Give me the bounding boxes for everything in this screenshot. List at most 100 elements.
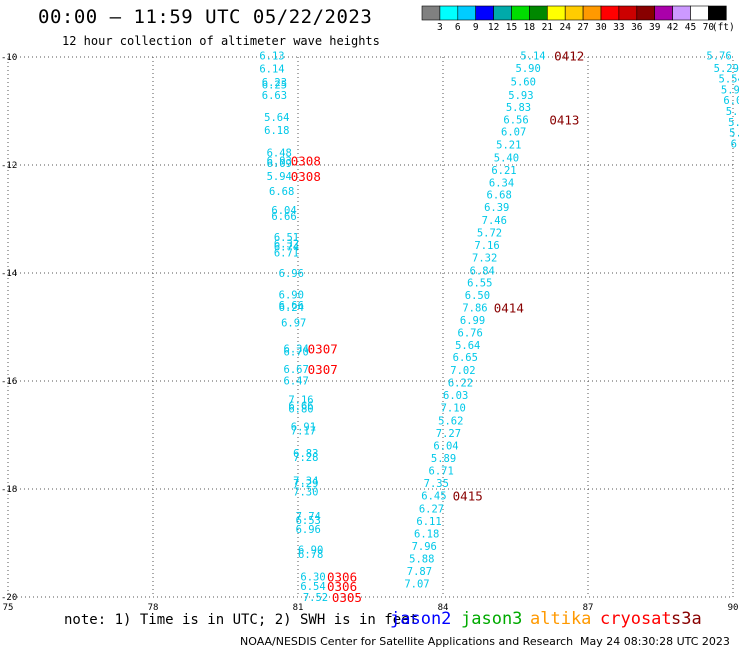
pass-number-label: 0308: [291, 169, 321, 184]
wave-height-label: 7.16: [288, 394, 313, 406]
wave-height-label: 6.90: [298, 544, 323, 556]
wave-height-label: 6.0: [723, 95, 740, 107]
wave-height-label: 6.45: [421, 490, 446, 502]
chart-subtitle: 12 hour collection of altimeter wave hei…: [62, 34, 380, 48]
wave-height-label: 6.18: [264, 125, 289, 137]
wave-height-label: 7.32: [472, 252, 497, 264]
colorbar-tick-label: 42: [667, 22, 678, 33]
colorbar-tick-label: 36: [631, 22, 643, 33]
wave-height-label: 6.50: [465, 290, 490, 302]
wave-height-label: 6.34: [284, 344, 309, 356]
wave-height-label: 6.96: [279, 268, 304, 280]
wave-height-label: 5.83: [506, 102, 531, 114]
pass-number-label: 0412: [554, 48, 584, 63]
wave-height-label: 5.54: [719, 74, 740, 86]
wave-height-label: 5.21: [496, 139, 521, 151]
pass-number-label: 0307: [308, 342, 338, 357]
wave-height-label: 6.66: [288, 400, 313, 412]
wave-height-label: 6.32: [274, 238, 299, 250]
x-tick-label: 78: [148, 603, 159, 612]
y-tick-label: -16: [1, 377, 17, 387]
wave-height-label: 6.47: [284, 375, 309, 387]
wave-height-label: 7.46: [482, 215, 507, 227]
wave-height-label: 6.23: [262, 77, 287, 89]
wave-height-label: 7.96: [412, 541, 437, 553]
wave-height-label: 6.70: [284, 346, 309, 358]
wave-height-label: 5.40: [494, 152, 519, 164]
wave-height-label: 6.76: [458, 327, 483, 339]
x-tick-label: 75: [3, 603, 14, 612]
pass-number-label: 0306: [327, 569, 357, 584]
colorbar-swatch: [708, 5, 727, 21]
wave-height-label: 6.09: [267, 158, 292, 170]
color-legend: 3 6 9 12 15 18 21 24 27 30 33 36 39 42 45 70(ft): [421, 5, 735, 33]
wave-height-label: 5.29: [714, 63, 739, 75]
chart-title: 00:00 — 11:59 UTC 05/22/2023: [38, 6, 373, 28]
wave-height-label: 7.34: [293, 475, 318, 487]
y-tick-label: -18: [1, 485, 17, 495]
legend-jason2: jason2: [390, 609, 452, 629]
y-tick-label: -12: [1, 161, 17, 171]
colorbar-unit: (ft): [712, 22, 735, 33]
wave-height-label: 6.66: [279, 300, 304, 312]
wave-height-label: 6.66: [271, 211, 296, 223]
wave-height-label: 6.80: [288, 404, 313, 416]
wave-height-label: 6.68: [269, 186, 294, 198]
colorbar-tick-label: 3: [437, 22, 443, 33]
pass-number-label: 0307: [308, 362, 338, 377]
wave-height-label: 6.93: [267, 156, 292, 168]
wave-height-label: 6.67: [284, 364, 309, 376]
wave-height-label: 6.18: [414, 528, 439, 540]
wave-height-label: 6.04: [271, 205, 296, 217]
wave-height-label: 6.71: [274, 247, 299, 259]
wave-height-label: 5.2: [728, 117, 740, 129]
wave-height-label: 5.90: [721, 84, 740, 96]
colorbar-tick-label: 18: [524, 22, 536, 33]
pass-number-label: 0414: [494, 301, 524, 316]
x-tick-label: 81: [293, 603, 304, 612]
wave-height-label: 6.1: [731, 138, 740, 150]
wave-height-label: 5.89: [431, 453, 456, 465]
pass-number-label: 0415: [453, 488, 483, 503]
plot-frame: [7, 56, 734, 598]
wave-height-label: 6.25: [262, 80, 287, 92]
wave-height-label: 5.60: [511, 76, 536, 88]
wave-height-label: 6.07: [501, 127, 526, 139]
wave-height-label: 7.87: [407, 566, 432, 578]
wave-height-label: 6.21: [491, 165, 516, 177]
pass-number-label: 0413: [549, 113, 579, 128]
wave-height-label: 6.03: [443, 390, 468, 402]
wave-height-label: 7.29: [293, 478, 318, 490]
wave-height-label: 5.94: [267, 171, 292, 183]
colorbar-tick-label: 6: [455, 22, 461, 33]
colorbar-tick-label: 15: [506, 22, 517, 33]
legend-cryosat: cryosat: [600, 609, 672, 629]
wave-height-label: 6.91: [291, 421, 316, 433]
y-tick-label: -20: [1, 593, 17, 603]
wave-height-label: 6.74: [274, 242, 299, 254]
wave-height-label: 6.83: [293, 448, 318, 460]
wave-height-label: 5.8: [729, 128, 740, 140]
x-tick-label: 90: [728, 603, 739, 612]
colorbar-tick-label: 33: [613, 22, 624, 33]
wave-height-map: 75 78 81 84 87 90 -10 -12 -14 -16 -18 -20 6.136.14 6.…: [1, 48, 740, 612]
data-points: 6.136.146.236.256.635.646.186.486.936.09…: [259, 48, 740, 605]
colorbar-tick-label: 39: [649, 22, 661, 33]
x-tick-label: 87: [583, 603, 594, 612]
wave-height-label: 7.17: [291, 426, 316, 438]
wave-height-label: 5.5: [726, 106, 740, 118]
wave-height-label: 6.48: [267, 148, 292, 160]
wave-height-label: 7.16: [474, 240, 499, 252]
wave-height-label: 6.11: [416, 516, 441, 528]
generated-timestamp: May 24 08:30:28 UTC 2023: [580, 635, 730, 648]
pass-number-label: 0308: [291, 154, 321, 169]
wave-height-label: 6.90: [279, 290, 304, 302]
footer-note: note: 1) Time is in UTC; 2) SWH is in fe…: [64, 612, 419, 628]
wave-height-label: 5.62: [438, 415, 463, 427]
wave-height-label: 6.39: [484, 202, 509, 214]
wave-height-label: 6.78: [298, 549, 323, 561]
colorbar-tick-label: 45: [685, 22, 696, 33]
wave-height-label: 7.52: [303, 592, 328, 604]
wave-height-label: 6.71: [429, 466, 454, 478]
wave-height-label: 5.64: [455, 340, 480, 352]
